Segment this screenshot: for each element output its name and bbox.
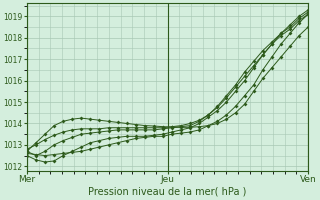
X-axis label: Pression niveau de la mer( hPa ): Pression niveau de la mer( hPa ) [88, 187, 247, 197]
